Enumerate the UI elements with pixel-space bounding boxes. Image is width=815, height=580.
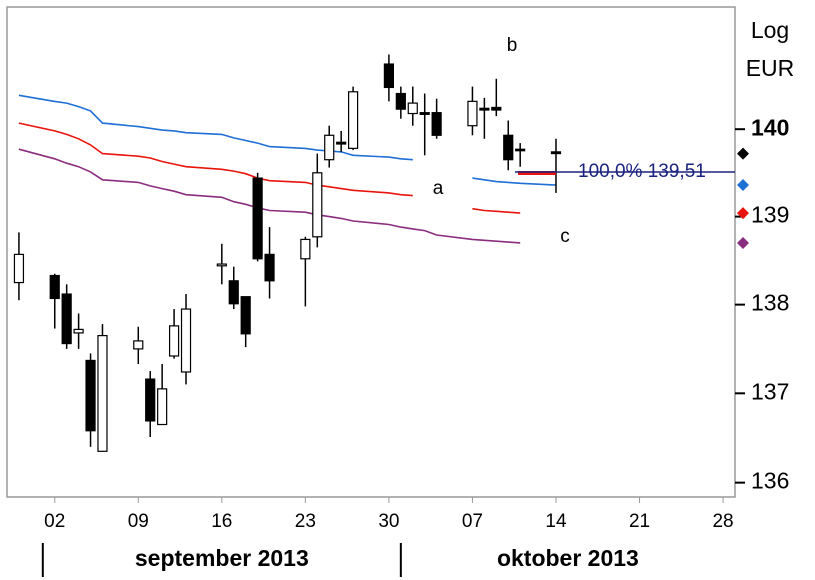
candle-body bbox=[312, 172, 323, 238]
x-tick-label: 07 bbox=[462, 511, 483, 532]
candle-body bbox=[515, 148, 526, 152]
x-tick-label: 14 bbox=[545, 511, 567, 532]
ma-line bbox=[18, 122, 521, 214]
ma-line bbox=[18, 148, 521, 244]
y-axis-label: EUR bbox=[746, 55, 795, 81]
x-tick-label: 23 bbox=[295, 511, 316, 532]
x-tick-label: 21 bbox=[629, 511, 650, 532]
candle-body bbox=[85, 359, 96, 432]
candle-body bbox=[73, 328, 84, 334]
candle-body bbox=[180, 308, 192, 373]
candle-body bbox=[383, 63, 395, 89]
candle-body bbox=[550, 151, 562, 155]
candle-body bbox=[347, 91, 359, 149]
y-tick-label: 139 bbox=[751, 202, 789, 228]
candle-body bbox=[479, 107, 490, 111]
y-tick-label: 137 bbox=[751, 378, 789, 404]
candle-body bbox=[324, 134, 335, 161]
candle-body bbox=[264, 253, 275, 282]
wave-annotation: b bbox=[507, 35, 518, 56]
month-label: september 2013 bbox=[135, 545, 309, 571]
candle-body bbox=[503, 134, 514, 161]
x-tick-label: 28 bbox=[712, 511, 733, 532]
x-tick-label: 30 bbox=[378, 511, 399, 532]
x-tick-label: 02 bbox=[44, 511, 65, 532]
candle-body bbox=[13, 253, 25, 284]
candle-body bbox=[228, 280, 239, 305]
candle-body bbox=[491, 106, 502, 111]
candle-body bbox=[431, 112, 442, 136]
x-tick-label: 09 bbox=[128, 511, 149, 532]
candle-body bbox=[145, 378, 156, 422]
candle-body bbox=[240, 296, 251, 335]
x-tick-label: 16 bbox=[211, 511, 232, 532]
candle-body bbox=[157, 388, 168, 426]
candle-body bbox=[133, 340, 144, 350]
y-tick-label: 136 bbox=[751, 468, 789, 494]
plot-frame bbox=[6, 6, 736, 498]
wave-annotation: c bbox=[560, 226, 570, 247]
month-label: oktober 2013 bbox=[497, 545, 639, 571]
scale-label: Log bbox=[751, 17, 789, 43]
candle-body bbox=[419, 112, 430, 115]
candle-body bbox=[252, 177, 263, 260]
candle-body bbox=[300, 238, 311, 260]
candle-body bbox=[336, 141, 347, 145]
last-value-marker bbox=[737, 236, 749, 249]
y-tick-label: 140 bbox=[751, 114, 789, 140]
last-value-marker bbox=[737, 147, 749, 160]
candle-body bbox=[407, 102, 418, 115]
candle-body bbox=[49, 274, 60, 300]
candle-body bbox=[168, 325, 180, 357]
candle-body bbox=[467, 100, 478, 127]
candle-body bbox=[97, 335, 108, 452]
y-tick-label: 138 bbox=[751, 290, 789, 316]
last-value-marker bbox=[737, 207, 749, 220]
last-value-marker bbox=[737, 179, 749, 192]
candle-body bbox=[61, 293, 72, 345]
wave-annotation: a bbox=[433, 178, 444, 199]
ma-line bbox=[18, 94, 557, 186]
candle-body bbox=[395, 92, 406, 110]
candle-body bbox=[216, 263, 227, 267]
